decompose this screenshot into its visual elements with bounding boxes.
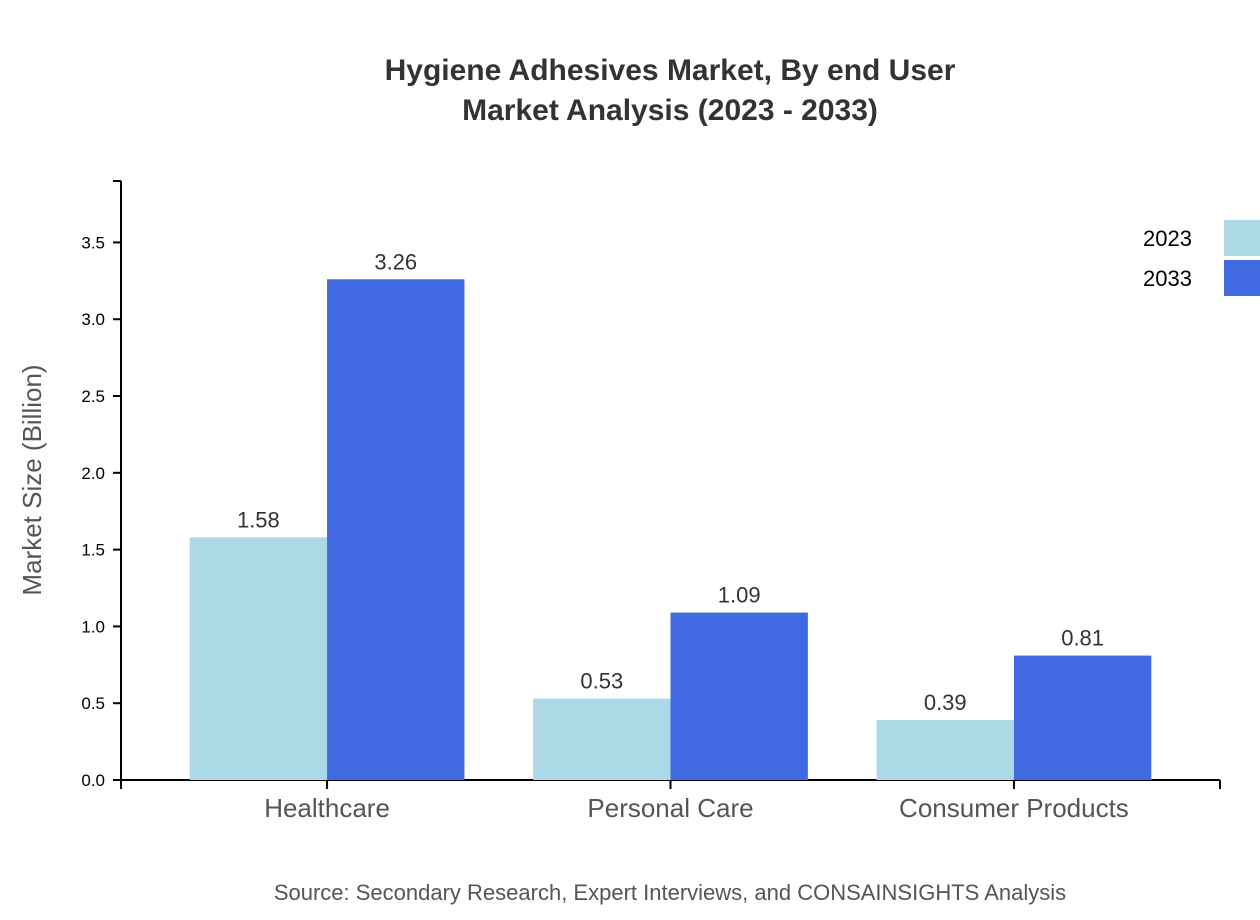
bar-2033 (327, 279, 465, 780)
legend-swatch-2033 (1224, 260, 1260, 296)
y-tick-label: 3.0 (81, 310, 105, 329)
x-tick-label: Healthcare (264, 793, 390, 823)
y-tick-label: 1.5 (81, 541, 105, 560)
data-label: 1.58 (237, 507, 280, 532)
data-label: 0.39 (924, 690, 967, 715)
source-note: Source: Secondary Research, Expert Inter… (274, 880, 1066, 905)
y-tick-label: 1.0 (81, 617, 105, 636)
x-tick-label: Consumer Products (899, 793, 1129, 823)
y-tick-label: 0.5 (81, 694, 105, 713)
bar-2023 (533, 698, 671, 780)
y-tick-label: 0.0 (81, 771, 105, 790)
data-label: 1.09 (718, 583, 761, 608)
legend-swatch-2023 (1224, 220, 1260, 256)
y-tick-label: 3.5 (81, 233, 105, 252)
bar-2033 (1013, 655, 1152, 780)
bar-2033 (670, 612, 808, 780)
bar-2023 (876, 720, 1014, 780)
data-label: 3.26 (374, 249, 417, 274)
y-tick-label: 2.0 (81, 464, 105, 483)
bar-2023 (189, 537, 328, 780)
chart-title-line-1: Hygiene Adhesives Market, By end User (385, 54, 956, 87)
y-tick-label: 2.5 (81, 387, 105, 406)
chart-title-line-2: Market Analysis (2023 - 2033) (462, 94, 878, 127)
x-tick-label: Personal Care (587, 793, 753, 823)
data-label: 0.53 (580, 669, 623, 694)
data-label: 0.81 (1061, 626, 1104, 651)
y-axis-label: Market Size (Billion) (17, 364, 47, 595)
legend-label: 2023 (1143, 226, 1192, 251)
legend-label: 2033 (1143, 266, 1192, 291)
